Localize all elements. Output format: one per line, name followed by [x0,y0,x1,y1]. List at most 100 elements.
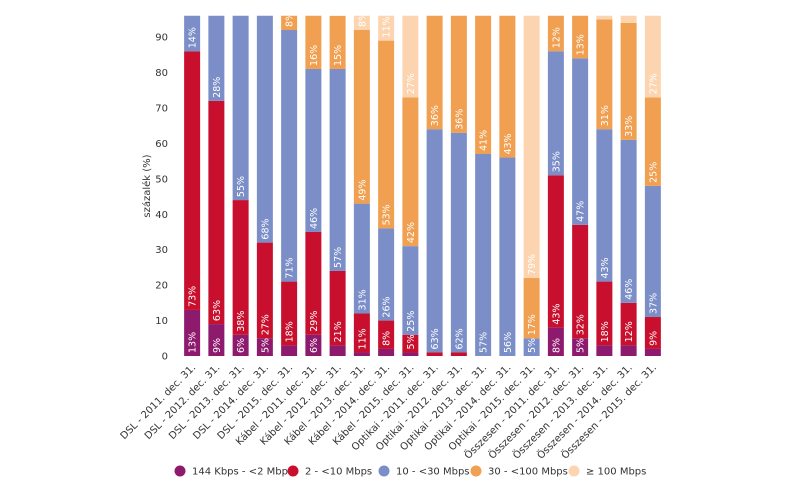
data-label: 42% [406,222,417,243]
legend-marker [378,465,390,477]
data-label: 37% [648,293,659,314]
data-label: 62% [454,328,465,349]
data-label: 26% [382,296,393,317]
bar-segment [402,334,419,353]
bar-segment [547,327,564,356]
bar-segment [208,15,225,101]
data-label: 12% [624,321,635,342]
bar-segment [620,302,637,346]
data-label: 43% [551,304,562,325]
bar-segment [620,139,637,303]
data-label: 27% [406,73,417,94]
bar-segment [450,15,467,133]
bar-segment [450,352,467,356]
data-label: 5% [576,338,587,353]
data-label: 41% [479,130,490,151]
bar-segment [378,40,395,229]
bar-segment [305,15,322,69]
bar-segment [644,97,661,186]
legend-marker [287,465,299,477]
bar-segment [475,154,492,356]
data-label: 21% [333,321,344,342]
bar-segment [378,15,395,41]
bar-segment [208,324,225,356]
legend-label: 2 - <10 Mbps [305,467,372,478]
data-label: 57% [333,247,344,268]
data-label: 46% [624,279,635,300]
bar-segment [353,352,370,356]
y-tick-label: 40 [155,210,168,221]
bar-segment [426,352,443,356]
y-axis-label: százalék (%) [141,154,153,217]
data-label: 5% [527,338,538,353]
data-label: 11% [382,16,393,37]
data-label: 32% [576,314,587,335]
data-label: 63% [212,300,223,321]
y-tick-label: 80 [155,68,168,79]
data-label: 47% [576,201,587,222]
bar-segment [596,15,613,20]
data-label: 36% [454,109,465,130]
data-label: 5% [406,334,417,349]
data-label: 43% [600,257,611,278]
data-label: 49% [357,179,368,200]
bar-segment [256,338,273,356]
bar-segment [426,15,443,130]
bar-segment [620,22,637,140]
bar-segment [353,313,370,353]
legend-label: 30 - <100 Mbps [488,467,568,478]
bar-segment [281,15,298,30]
data-label: 8% [357,12,368,27]
legend-marker [568,465,580,477]
data-label: 35% [551,151,562,172]
bar-segment [426,129,443,353]
bar-segment [305,68,322,232]
bar-segment [499,157,516,356]
data-label: 27% [260,314,271,335]
bar-segment [547,51,564,176]
data-label: 25% [648,162,659,183]
data-label: 57% [479,332,490,353]
bar-segment [596,281,613,346]
bar-segment [548,2,564,9]
y-tick-label: 30 [155,245,168,256]
bar-segment [330,2,346,16]
data-label: 73% [188,286,199,307]
data-label: 9% [212,338,223,353]
bar-segment [572,58,589,225]
bar-segment [475,15,492,155]
data-label: 11% [357,328,368,349]
bar-segment [523,338,540,356]
data-label: 38% [236,311,247,332]
bar-segment [378,320,395,349]
bar-segment [232,15,249,201]
bar-segment [281,281,298,346]
y-tick-label: 20 [155,281,168,292]
bar-segment [329,270,346,346]
bar-segment [620,345,637,356]
y-tick-label: 50 [155,174,168,185]
bar-segment [596,345,613,356]
bar-segment [499,2,515,6]
data-label: 27% [648,73,659,94]
data-label: 46% [309,208,320,229]
bar-segment [232,200,249,335]
bar-segment [547,175,564,328]
y-tick-label: 70 [155,103,168,114]
legend-label: 10 - <30 Mbps [396,467,470,478]
bar-segment [644,348,661,356]
data-label: 36% [430,105,441,126]
data-label: 31% [600,105,611,126]
bar-segment [305,2,321,13]
data-label: 56% [503,332,514,353]
data-label: 28% [212,77,223,98]
legend-label: ≥ 100 Mbps [586,467,646,478]
bar-segment [208,100,225,325]
data-label: 18% [600,321,611,342]
data-label: 43% [503,133,514,154]
data-label: 15% [333,45,344,66]
data-label: 31% [357,289,368,310]
data-label: 18% [285,321,296,342]
data-label: 13% [576,34,587,55]
